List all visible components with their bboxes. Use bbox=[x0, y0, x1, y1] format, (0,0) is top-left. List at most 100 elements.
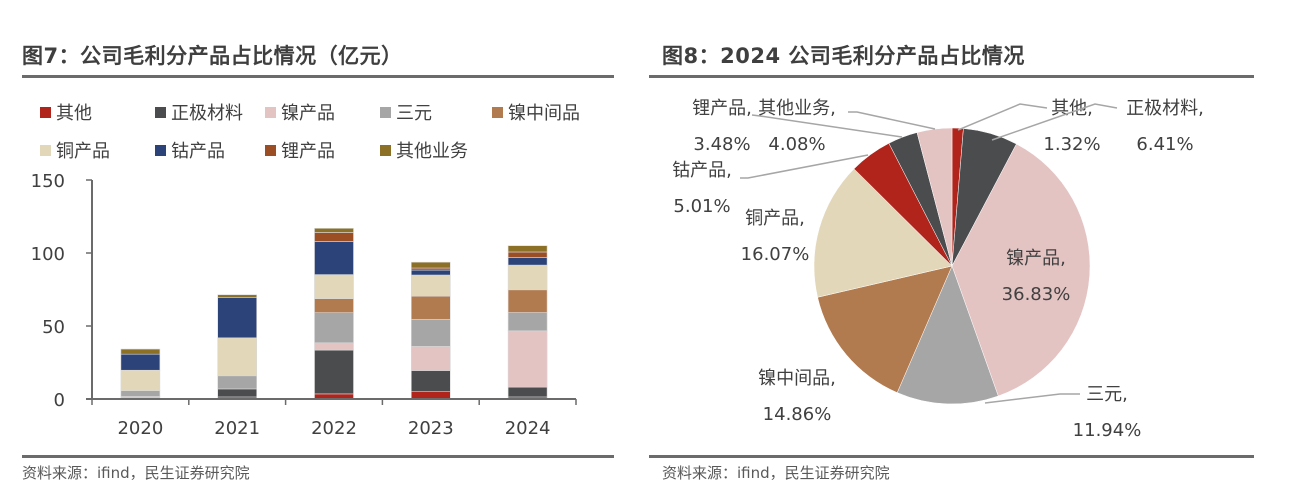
legend-swatch bbox=[40, 144, 51, 156]
bar-segment bbox=[217, 375, 257, 390]
source-rule-left bbox=[22, 455, 614, 458]
bar-segment bbox=[314, 298, 354, 314]
legend-label: 正极材料 bbox=[171, 103, 243, 124]
pie-label-name: 三元, bbox=[1086, 384, 1128, 405]
pie-label-name: 其他, bbox=[1051, 98, 1093, 119]
legend-item: 其他业务 bbox=[380, 137, 468, 163]
bar-segment bbox=[314, 228, 354, 233]
bar-segment bbox=[314, 274, 354, 299]
bar-segment bbox=[507, 386, 548, 398]
legend-swatch bbox=[265, 144, 276, 156]
pie-label-name: 其他业务, bbox=[758, 98, 836, 119]
legend-item: 三元 bbox=[380, 99, 432, 125]
bar-segment bbox=[507, 257, 548, 266]
legend-label: 镍中间品 bbox=[508, 103, 580, 124]
bar-segment bbox=[410, 370, 451, 392]
bar-segment bbox=[410, 346, 451, 371]
legend-item: 正极材料 bbox=[155, 99, 243, 125]
pie-label-name: 锂产品, bbox=[692, 98, 752, 119]
pie-label-name: 镍中间品, bbox=[758, 368, 836, 389]
pie-label-name: 正极材料, bbox=[1126, 98, 1204, 119]
y-tick-label: 0 bbox=[54, 390, 65, 411]
legend-label: 其他 bbox=[56, 103, 92, 124]
x-tick-label: 2021 bbox=[214, 418, 260, 439]
legend-swatch bbox=[155, 144, 166, 156]
pie-label-pct: 6.41% bbox=[1136, 134, 1193, 155]
bar-segment bbox=[507, 289, 548, 313]
bar-segment bbox=[217, 297, 257, 339]
legend-swatch bbox=[380, 106, 391, 118]
legend-item: 钴产品 bbox=[155, 137, 225, 163]
title-rule-right bbox=[649, 75, 1254, 78]
bar-segment bbox=[217, 388, 257, 398]
legend-label: 其他业务 bbox=[396, 141, 468, 162]
bar-segment bbox=[314, 312, 354, 344]
pie-slice bbox=[813, 168, 953, 298]
bar-segment bbox=[410, 274, 451, 297]
bar-segment bbox=[120, 353, 161, 371]
bar-segment bbox=[314, 342, 354, 351]
source-note-right: 资料来源：ifind，民生证券研究院 bbox=[662, 464, 890, 482]
legend-item: 镍中间品 bbox=[492, 99, 580, 125]
legend-label: 钴产品 bbox=[171, 141, 225, 162]
bar-chart: 2020 2021 2022 2023 2024 0 50 100 150 bbox=[31, 171, 577, 439]
x-tick-label: 2024 bbox=[505, 418, 551, 439]
pie-label-pct: 3.48% bbox=[693, 134, 750, 155]
bar-chart-title: 图7：公司毛利分产品占比情况（亿元） bbox=[22, 44, 403, 68]
legend-item: 其他 bbox=[40, 99, 92, 125]
pie-label-pct: 14.86% bbox=[763, 404, 832, 425]
bar-segment bbox=[217, 337, 257, 377]
bar-segment bbox=[120, 348, 161, 355]
source-note-left: 资料来源：ifind，民生证券研究院 bbox=[22, 464, 250, 482]
legend-swatch bbox=[380, 144, 391, 156]
bar-segment bbox=[507, 264, 548, 291]
leader-line bbox=[848, 111, 936, 130]
legend-label: 镍产品 bbox=[281, 103, 335, 124]
pie-label-name: 铜产品, bbox=[745, 208, 805, 229]
bar-segment bbox=[217, 294, 257, 298]
pie-label-pct: 5.01% bbox=[673, 196, 730, 217]
pie-slice bbox=[896, 265, 999, 405]
legend-swatch bbox=[40, 106, 51, 118]
bar-segment bbox=[507, 245, 548, 253]
bar-segment bbox=[410, 261, 451, 269]
legend-item: 铜产品 bbox=[40, 137, 110, 163]
legend-label: 锂产品 bbox=[281, 141, 335, 162]
bar-segment bbox=[410, 269, 451, 276]
bar-segment bbox=[120, 369, 161, 391]
pie-label-name: 镍产品, bbox=[1006, 248, 1066, 269]
legend-swatch bbox=[265, 106, 276, 118]
bar-segment bbox=[314, 241, 354, 275]
pie-label-pct: 4.08% bbox=[768, 134, 825, 155]
y-tick-label: 50 bbox=[42, 317, 65, 338]
pie-chart-title: 图8：2024 公司毛利分产品占比情况 bbox=[662, 44, 1025, 68]
bar-segment bbox=[410, 267, 451, 271]
bar-segment bbox=[507, 251, 548, 258]
legend-swatch bbox=[492, 106, 503, 118]
leader-line bbox=[740, 154, 869, 179]
y-tick-label: 100 bbox=[31, 244, 65, 265]
bar-segment bbox=[410, 318, 451, 347]
legend-swatch bbox=[155, 106, 166, 118]
leader-line bbox=[984, 393, 1080, 404]
leader-line bbox=[751, 114, 903, 138]
bar-segment bbox=[120, 390, 161, 397]
pie-label-name: 钴产品, bbox=[672, 160, 732, 181]
pie-slice bbox=[817, 265, 953, 393]
legend-item: 锂产品 bbox=[265, 137, 335, 163]
bar-segment bbox=[507, 330, 548, 388]
legend-label: 三元 bbox=[396, 103, 432, 124]
x-tick-label: 2020 bbox=[117, 418, 163, 439]
title-rule-left bbox=[22, 75, 614, 78]
leader-line bbox=[991, 103, 1118, 141]
pie-slice bbox=[951, 143, 1091, 397]
y-tick-label: 150 bbox=[31, 171, 65, 192]
pie-label-pct: 11.94% bbox=[1073, 420, 1142, 441]
pie-chart: 其他, 1.32% 正极材料, 6.41% 镍产品, 36.83% 三元, 11.94% 镍中间… bbox=[672, 98, 1204, 441]
source-rule-right bbox=[649, 455, 1254, 458]
leader-line bbox=[957, 103, 1048, 131]
bar-segment bbox=[314, 349, 354, 395]
x-tick-label: 2023 bbox=[408, 418, 454, 439]
bar-segment bbox=[314, 232, 354, 242]
bar-segment bbox=[507, 312, 548, 332]
